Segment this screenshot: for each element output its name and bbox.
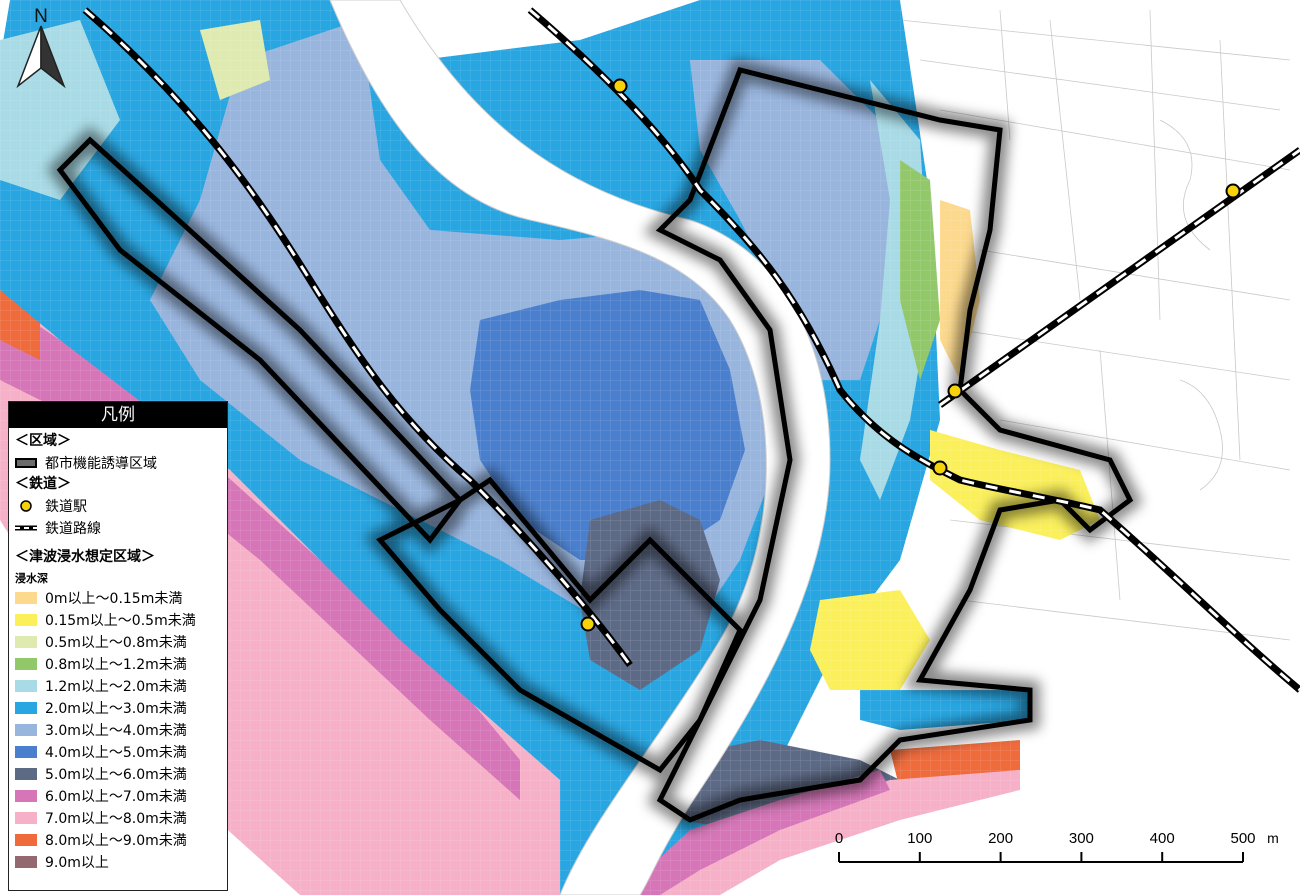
- depth-class-item: 0.5m以上～0.8m未満: [15, 631, 227, 653]
- scale-tick-label: 300: [1069, 830, 1094, 847]
- scale-tick-label: 500: [1230, 830, 1255, 847]
- zone-outline-west: [56, 136, 464, 544]
- scale-tick-label: 100: [907, 830, 932, 847]
- scale-tick-label: 200: [988, 830, 1013, 847]
- depth-swatch: [15, 768, 37, 780]
- legend-zone-section: ＜区域＞: [15, 433, 71, 449]
- depth-swatch: [15, 834, 37, 846]
- depth-swatch: [15, 746, 37, 758]
- railway-stations[interactable]: [580, 78, 1241, 632]
- station-3: [947, 383, 963, 399]
- north-arrow-icon: N: [16, 6, 66, 89]
- zone-swatch: [15, 458, 37, 468]
- depth-class-label: 0.8m以上～1.2m未満: [45, 657, 187, 673]
- scale-unit: m: [1267, 830, 1279, 846]
- depth-class-label: 7.0m以上～8.0m未満: [45, 811, 187, 827]
- river: [329, 0, 831, 895]
- depth-class-item: 6.0m以上～7.0m未満: [15, 785, 227, 807]
- depth-swatch: [15, 812, 37, 824]
- scale-tick-label: 400: [1150, 830, 1175, 847]
- depth-class-item: 3.0m以上～4.0m未満: [15, 719, 227, 741]
- depth-class-label: 8.0m以上～9.0m未満: [45, 833, 187, 849]
- legend-station-label: 鉄道駅: [45, 499, 87, 515]
- depth-swatch: [15, 724, 37, 736]
- railway-line-icon: [15, 525, 37, 531]
- depth-class-item: 1.2m以上～2.0m未満: [15, 675, 227, 697]
- depth-swatch: [15, 702, 37, 714]
- depth-swatch: [15, 658, 37, 670]
- depth-class-item: 7.0m以上～8.0m未満: [15, 807, 227, 829]
- depth-class-item: 4.0m以上～5.0m未満: [15, 741, 227, 763]
- north-arrow: N: [14, 4, 68, 92]
- legend-line-item: 鉄道路線: [15, 517, 227, 539]
- depth-class-label: 5.0m以上～6.0m未満: [45, 767, 187, 783]
- depth-class-label: 3.0m以上～4.0m未満: [45, 723, 187, 739]
- legend-tsunami-section: ＜津波浸水想定区域＞: [15, 549, 155, 565]
- railway-lines: [82, 7, 1300, 693]
- depth-swatch: [15, 680, 37, 692]
- depth-class-label: 0.15m以上～0.5m未満: [45, 613, 196, 629]
- depth-class-item: 0.8m以上～1.2m未満: [15, 653, 227, 675]
- depth-swatch: [15, 592, 37, 604]
- depth-class-label: 2.0m以上～3.0m未満: [45, 701, 187, 717]
- depth-class-item: 0m以上～0.15m未満: [15, 587, 227, 609]
- depth-class-label: 4.0m以上～5.0m未満: [45, 745, 187, 761]
- depth-class-label: 1.2m以上～2.0m未満: [45, 679, 187, 695]
- depth-class-item: 2.0m以上～3.0m未満: [15, 697, 227, 719]
- zone-outline-east: [655, 67, 1134, 823]
- north-label: N: [34, 6, 48, 27]
- station-icon: [20, 500, 32, 512]
- depth-class-label: 0m以上～0.15m未満: [45, 591, 183, 607]
- depth-class-label: 0.5m以上～0.8m未満: [45, 635, 187, 651]
- depth-swatch: [15, 636, 37, 648]
- depth-swatch: [15, 856, 37, 868]
- legend-line-label: 鉄道路線: [45, 521, 101, 537]
- station-2: [1225, 183, 1241, 199]
- station-1: [612, 78, 628, 94]
- depth-class-item: 9.0m以上: [15, 851, 227, 873]
- legend-zone-item: 都市機能誘導区域: [15, 452, 227, 474]
- depth-swatch: [15, 790, 37, 802]
- station-5: [580, 616, 596, 632]
- depth-class-item: 0.15m以上～0.5m未満: [15, 609, 227, 631]
- station-4: [932, 460, 948, 476]
- depth-class-item: 5.0m以上～6.0m未満: [15, 763, 227, 785]
- scale-tick-label: 0: [835, 830, 843, 847]
- legend-panel: 凡例 ＜区域＞ 都市機能誘導区域 ＜鉄道＞ 鉄道駅 鉄道路線 ＜津波浸水想定区域…: [8, 401, 228, 891]
- legend-station-item: 鉄道駅: [15, 495, 227, 517]
- depth-swatch: [15, 614, 37, 626]
- legend-zone-label: 都市機能誘導区域: [45, 456, 157, 472]
- depth-class-label: 6.0m以上～7.0m未満: [45, 789, 187, 805]
- legend-rail-section: ＜鉄道＞: [15, 476, 71, 492]
- depth-class-list: 0m以上～0.15m未満 0.15m以上～0.5m未満 0.5m以上～0.8m未満 0…: [15, 587, 227, 873]
- urban-function-zones[interactable]: [46, 58, 1143, 832]
- scale-bar: 0 100 200 300 400 500 m: [835, 830, 1279, 863]
- legend-title: 凡例: [9, 402, 227, 428]
- depth-class-item: 8.0m以上～9.0m未満: [15, 829, 227, 851]
- legend-depth-label: 浸水深: [15, 572, 48, 585]
- depth-class-label: 9.0m以上: [45, 855, 109, 871]
